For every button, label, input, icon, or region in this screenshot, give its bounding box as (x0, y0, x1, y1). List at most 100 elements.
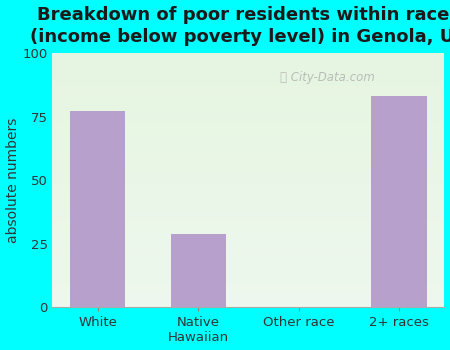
Bar (53, 93, 445, 96)
Bar (171, 233, 226, 307)
Text: ⓘ City-Data.com: ⓘ City-Data.com (280, 71, 375, 84)
Bar (53, 139, 445, 142)
Bar (53, 246, 445, 249)
Bar (53, 117, 445, 119)
Bar (53, 195, 445, 198)
Bar (53, 261, 445, 264)
Bar (53, 78, 445, 81)
Bar (53, 167, 445, 170)
Bar (53, 137, 445, 139)
Bar (53, 249, 445, 251)
Bar (53, 81, 445, 83)
Bar (53, 226, 445, 229)
Bar (53, 114, 445, 117)
Bar (53, 58, 445, 61)
Bar (53, 55, 445, 58)
Bar (53, 216, 445, 218)
Bar (53, 165, 445, 167)
Bar (53, 198, 445, 201)
Bar (53, 76, 445, 78)
Bar (53, 152, 445, 155)
Bar (53, 127, 445, 129)
Bar (53, 269, 445, 272)
Bar (53, 218, 445, 221)
Bar (53, 264, 445, 267)
Bar (53, 65, 445, 68)
Bar (53, 177, 445, 180)
Bar (53, 160, 445, 162)
Bar (53, 96, 445, 99)
Bar (53, 185, 445, 188)
Bar (53, 287, 445, 289)
Bar (53, 201, 445, 203)
Bar (53, 175, 445, 177)
Bar (53, 101, 445, 104)
Bar (70, 111, 126, 307)
Bar (53, 223, 445, 226)
Bar (53, 147, 445, 149)
Bar (53, 157, 445, 160)
Bar (53, 295, 445, 297)
Bar (53, 236, 445, 239)
Bar (53, 305, 445, 307)
Bar (53, 244, 445, 246)
Bar (53, 111, 445, 114)
Bar (53, 274, 445, 277)
Bar (53, 149, 445, 152)
Bar (53, 104, 445, 106)
Bar (53, 205, 445, 208)
Bar (53, 213, 445, 216)
Bar (53, 129, 445, 132)
Bar (53, 297, 445, 300)
Bar (53, 145, 445, 147)
Bar (53, 277, 445, 279)
Bar (53, 300, 445, 302)
Bar (53, 289, 445, 292)
Bar (53, 91, 445, 93)
Bar (53, 106, 445, 109)
Bar (53, 83, 445, 86)
Title: Breakdown of poor residents within races
(income below poverty level) in Genola,: Breakdown of poor residents within races… (30, 6, 450, 46)
Bar (53, 121, 445, 124)
Bar (53, 241, 445, 244)
Bar (53, 208, 445, 211)
Bar (53, 53, 445, 55)
Bar (53, 267, 445, 269)
Bar (53, 239, 445, 241)
Bar (53, 124, 445, 127)
Bar (53, 190, 445, 193)
Bar (53, 183, 445, 185)
Bar (171, 233, 226, 307)
Bar (53, 73, 445, 76)
Bar (53, 302, 445, 305)
Bar (53, 221, 445, 223)
Bar (53, 229, 445, 231)
Bar (371, 96, 427, 307)
Bar (53, 279, 445, 282)
Bar (53, 211, 445, 213)
Bar (53, 272, 445, 274)
Bar (53, 134, 445, 137)
Bar (53, 155, 445, 157)
Y-axis label: absolute numbers: absolute numbers (5, 118, 19, 243)
Bar (53, 203, 445, 205)
Bar (371, 96, 427, 307)
Bar (53, 99, 445, 101)
Bar (53, 71, 445, 73)
Bar (53, 89, 445, 91)
Bar (53, 231, 445, 233)
Bar (53, 251, 445, 254)
Bar (53, 142, 445, 145)
Bar (53, 193, 445, 195)
Bar (53, 257, 445, 259)
Bar (53, 282, 445, 285)
Bar (53, 180, 445, 183)
Bar (53, 233, 445, 236)
Bar (53, 63, 445, 65)
Bar (53, 259, 445, 261)
Bar (53, 109, 445, 111)
Bar (53, 173, 445, 175)
Bar (53, 254, 445, 257)
Bar (53, 68, 445, 71)
Bar (53, 162, 445, 165)
